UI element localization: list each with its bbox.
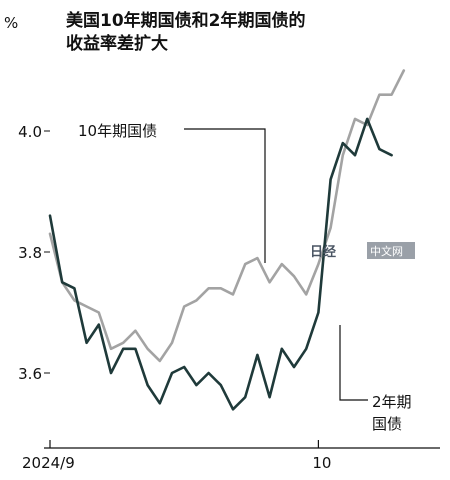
watermark-text: 中文网 — [370, 244, 403, 258]
watermark-logo: 日经 — [310, 244, 336, 260]
y-tick-label: 3.8 — [18, 244, 42, 262]
series-label-10y: 10年期国债 — [78, 122, 157, 140]
series-line — [48, 117, 393, 411]
series-label-2y: 国债 — [372, 415, 402, 433]
series-annotations: 10年期国债 2年期国债 — [78, 122, 412, 433]
x-tick-label: 2024/9 — [22, 454, 75, 472]
series-label-2y: 2年期 — [372, 393, 412, 411]
chart-title-line: 收益率差扩大 — [66, 33, 168, 54]
series-line — [48, 69, 406, 363]
y-axis-unit: % — [4, 14, 18, 32]
nikkei-watermark: 日经 中文网 — [310, 242, 415, 260]
leader-line-10y — [184, 128, 266, 263]
y-tick-label: 4.0 — [18, 123, 42, 141]
y-tick-label: 3.6 — [18, 365, 42, 383]
watermark-box — [367, 242, 415, 259]
x-tick-label: 10 — [312, 454, 331, 472]
series-lines — [48, 69, 406, 411]
chart-title-line: 美国10年期国债和2年期国债的 — [66, 10, 306, 31]
leader-line-2y — [339, 325, 368, 401]
x-axis: 2024/9 10 — [22, 440, 440, 472]
y-axis-ticks: 3.6 3.8 4.0 — [18, 123, 50, 383]
